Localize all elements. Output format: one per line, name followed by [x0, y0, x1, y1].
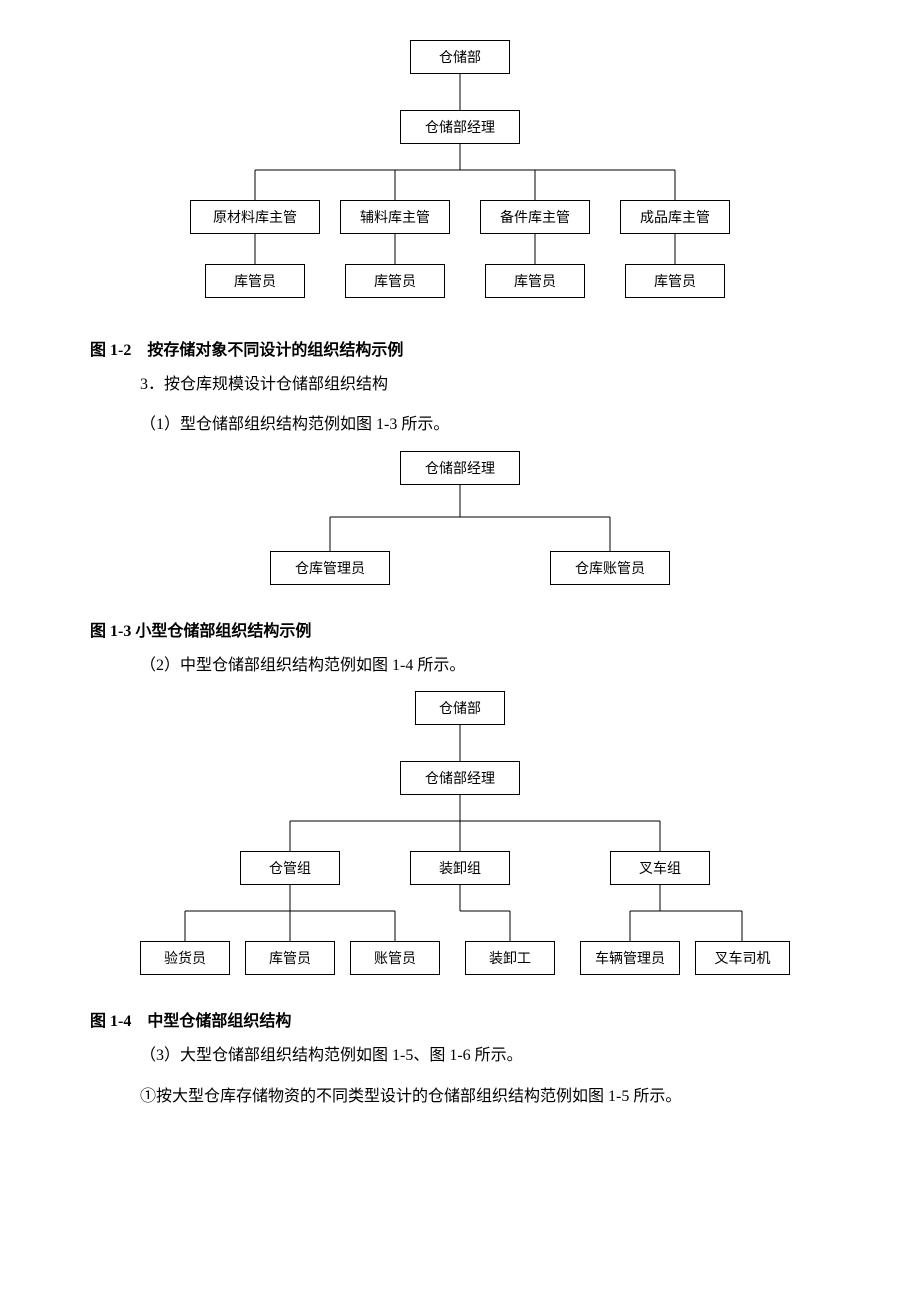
- node-keeper-3: 库管员: [485, 264, 585, 298]
- node-warehouse-admin: 仓库管理员: [270, 551, 390, 585]
- node-warehouse-manager: 仓储部经理: [400, 761, 520, 795]
- node-label: 车辆管理员: [595, 948, 665, 968]
- node-label: 库管员: [654, 271, 696, 291]
- org-chart-1-2: 仓储部 仓储部经理 原材料库主管 辅料库主管 备件库主管 成品库主管 库管员 库…: [120, 40, 800, 320]
- paragraph-item-3a: ①按大型仓库存储物资的不同类型设计的仓储部组织结构范例如图 1-5 所示。: [140, 1082, 860, 1112]
- node-storage-group: 仓管组: [240, 851, 340, 885]
- node-label: 装卸组: [439, 858, 481, 878]
- node-inspector: 验货员: [140, 941, 230, 975]
- node-label: 原材料库主管: [213, 207, 297, 227]
- node-keeper-4: 库管员: [625, 264, 725, 298]
- paragraph-item-2: （2）中型仓储部组织结构范例如图 1-4 所示。: [140, 651, 860, 681]
- node-label: 仓储部: [439, 698, 481, 718]
- node-forklift-driver: 叉车司机: [695, 941, 790, 975]
- node-label: 辅料库主管: [360, 207, 430, 227]
- node-forklift-group: 叉车组: [610, 851, 710, 885]
- node-label: 叉车组: [639, 858, 681, 878]
- node-label: 仓储部经理: [425, 768, 495, 788]
- node-raw-material-supervisor: 原材料库主管: [190, 200, 320, 234]
- node-label: 备件库主管: [500, 207, 570, 227]
- node-label: 仓储部: [439, 47, 481, 67]
- node-warehouse-dept: 仓储部: [415, 691, 505, 725]
- node-spare-parts-supervisor: 备件库主管: [480, 200, 590, 234]
- node-label: 账管员: [374, 948, 416, 968]
- node-warehouse-manager: 仓储部经理: [400, 451, 520, 485]
- node-label: 仓库账管员: [575, 558, 645, 578]
- node-label: 库管员: [234, 271, 276, 291]
- node-accountant: 账管员: [350, 941, 440, 975]
- org-chart-1-3: 仓储部经理 仓库管理员 仓库账管员: [180, 451, 740, 601]
- org-chart-1-4: 仓储部 仓储部经理 仓管组 装卸组 叉车组 验货员 库管员 账管员 装卸工 车辆…: [110, 691, 810, 991]
- node-vehicle-admin: 车辆管理员: [580, 941, 680, 975]
- figure-caption-1-4: 图 1-4 中型仓储部组织结构: [90, 1007, 860, 1031]
- node-label: 仓库管理员: [295, 558, 365, 578]
- node-label: 验货员: [164, 948, 206, 968]
- node-label: 仓储部经理: [425, 117, 495, 137]
- node-warehouse-manager: 仓储部经理: [400, 110, 520, 144]
- node-label: 装卸工: [489, 948, 531, 968]
- node-aux-material-supervisor: 辅料库主管: [340, 200, 450, 234]
- node-label: 成品库主管: [640, 207, 710, 227]
- node-label: 库管员: [514, 271, 556, 291]
- node-label: 叉车司机: [715, 948, 771, 968]
- node-keeper: 库管员: [245, 941, 335, 975]
- paragraph-item-1: （1）型仓储部组织结构范例如图 1-3 所示。: [140, 410, 860, 440]
- node-warehouse-dept: 仓储部: [410, 40, 510, 74]
- paragraph-item-3: （3）大型仓储部组织结构范例如图 1-5、图 1-6 所示。: [140, 1041, 860, 1071]
- figure-caption-1-3: 图 1-3 小型仓储部组织结构示例: [90, 617, 860, 641]
- node-keeper-2: 库管员: [345, 264, 445, 298]
- node-warehouse-accountant: 仓库账管员: [550, 551, 670, 585]
- figure-caption-1-2: 图 1-2 按存储对象不同设计的组织结构示例: [90, 336, 860, 360]
- node-label: 仓储部经理: [425, 458, 495, 478]
- node-loading-group: 装卸组: [410, 851, 510, 885]
- node-loader: 装卸工: [465, 941, 555, 975]
- node-label: 仓管组: [269, 858, 311, 878]
- node-finished-goods-supervisor: 成品库主管: [620, 200, 730, 234]
- node-keeper-1: 库管员: [205, 264, 305, 298]
- node-label: 库管员: [269, 948, 311, 968]
- paragraph-section-3: 3．按仓库规模设计仓储部组织结构: [140, 370, 860, 400]
- node-label: 库管员: [374, 271, 416, 291]
